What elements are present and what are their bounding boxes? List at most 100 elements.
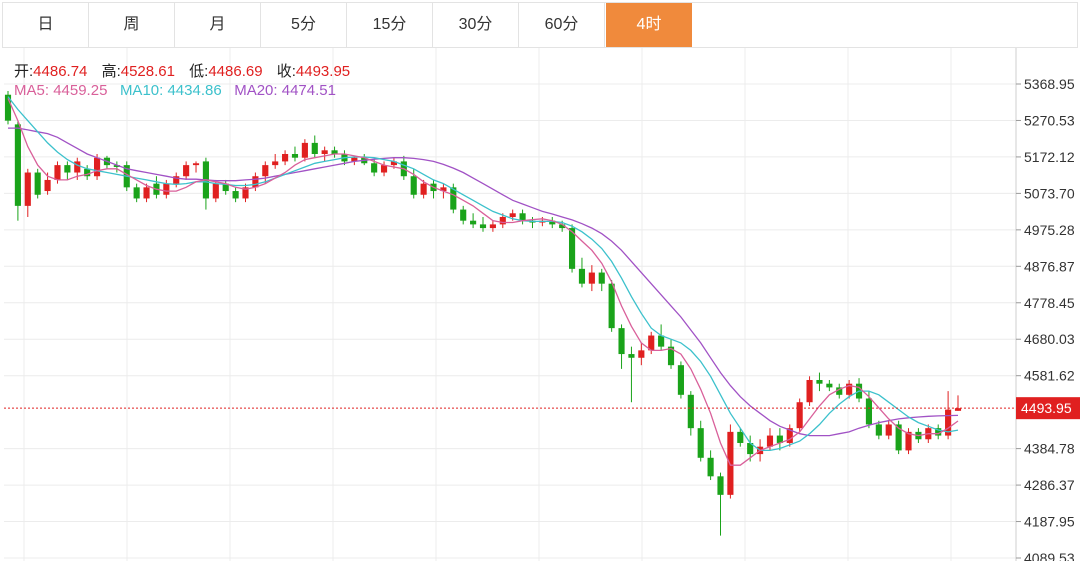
chart-grid: [4, 48, 1016, 561]
candle-85: [846, 379, 853, 399]
candle-69: [687, 391, 694, 436]
candle-47: [470, 213, 477, 229]
candle-30: [301, 139, 308, 162]
y-tick-label-10: 4286.37: [1024, 477, 1075, 493]
candle-32: [321, 146, 328, 162]
candle-38: [380, 161, 388, 177]
tab-30min[interactable]: 30分: [433, 3, 519, 47]
y-tick-label-12: 4089.53: [1024, 550, 1075, 561]
candle-58: [578, 257, 586, 288]
candle-0: [4, 91, 12, 125]
close-value: 4493.95: [295, 63, 351, 80]
candle-90: [895, 420, 902, 455]
candle-79: [786, 424, 793, 447]
tab-5min[interactable]: 5分: [261, 3, 347, 47]
tab-month[interactable]: 月: [175, 3, 261, 47]
y-tick-label-6: 4778.45: [1024, 295, 1075, 311]
candle-26: [262, 161, 269, 184]
candle-28: [282, 150, 289, 166]
candle-27: [272, 154, 279, 169]
candle-64: [638, 342, 645, 366]
y-tick-label-9: 4384.78: [1024, 441, 1075, 457]
y-tick-label-7: 4680.03: [1024, 331, 1075, 347]
ma10-value: 4434.86: [167, 82, 222, 99]
y-tick-label-11: 4187.95: [1024, 514, 1075, 530]
ma20-label: MA20: 4474.51: [234, 82, 336, 99]
candle-59: [588, 265, 595, 292]
candle-31: [311, 135, 318, 158]
tab-day[interactable]: 日: [3, 3, 89, 47]
candle-46: [460, 205, 467, 225]
ma5-label: MA5: 4459.25: [14, 82, 108, 99]
candle-61: [608, 279, 615, 332]
candle-73: [727, 424, 734, 499]
candle-89: [885, 420, 892, 440]
candle-67: [667, 339, 675, 369]
ma5-value: 4459.25: [53, 82, 108, 99]
candle-22: [222, 179, 229, 195]
ohlc-readout: 开:4486.74 高:4528.61 低:4486.69 收:4493.95: [14, 60, 360, 81]
ma10-label: MA10: 4434.86: [119, 82, 222, 99]
low-value: 4486.69: [208, 63, 263, 80]
ma5-line: [7, 98, 959, 466]
candle-11: [113, 161, 120, 173]
ma20-line: [8, 127, 959, 437]
candle-71: [707, 450, 714, 481]
candle-6: [64, 161, 71, 180]
candle-19: [192, 161, 200, 173]
close-label: 收:: [276, 63, 296, 80]
candle-42: [420, 179, 427, 199]
candle-53: [529, 216, 536, 229]
candle-13: [133, 183, 140, 203]
candle-48: [479, 216, 487, 232]
candle-74: [737, 428, 744, 447]
candle-1: [14, 120, 21, 221]
candles: [4, 91, 962, 536]
candle-81: [806, 376, 813, 406]
y-tick-label-8: 4581.62: [1024, 368, 1075, 384]
y-tick-label-3: 5073.70: [1024, 185, 1075, 201]
current-price-badge: [1016, 397, 1080, 420]
candle-37: [371, 159, 378, 177]
candle-68: [677, 361, 684, 399]
current-price-label: 4493.95: [1021, 400, 1072, 416]
tab-4hour[interactable]: 4时: [606, 3, 692, 47]
y-tick-label-4: 4975.28: [1024, 222, 1075, 238]
ma-readout: MA5: 4459.25 MA10: 4434.86 MA20: 4474.51: [14, 82, 336, 99]
period-tabs: 日 周 月 5分 15分 30分 60分 4时: [2, 2, 1078, 48]
high-value: 4528.61: [120, 63, 175, 80]
candle-25: [252, 172, 259, 192]
tab-week[interactable]: 周: [89, 3, 175, 47]
candle-20: [202, 157, 209, 210]
y-tick-label-1: 5270.53: [1024, 112, 1075, 128]
candle-94: [935, 424, 942, 440]
candle-15: [153, 176, 160, 199]
open-label: 开:: [14, 63, 34, 80]
candle-3: [34, 168, 41, 199]
ma20-value: 4474.51: [281, 82, 336, 99]
candle-8: [84, 165, 91, 180]
candle-29: [291, 146, 299, 162]
low-label: 低:: [189, 63, 209, 80]
candlestick-chart[interactable]: 5368.95 5270.53 5172.12 5073.70 4975.28 4876.…: [0, 48, 1080, 561]
candle-49: [489, 220, 496, 232]
candle-2: [24, 168, 31, 217]
ma10-line: [7, 96, 959, 452]
candle-55: [549, 216, 556, 229]
tab-15min[interactable]: 15分: [347, 3, 433, 47]
candle-80: [796, 398, 803, 432]
tab-60min[interactable]: 60分: [519, 3, 605, 47]
candle-83: [826, 379, 833, 392]
candle-52: [519, 209, 526, 225]
candle-84: [836, 383, 843, 399]
candle-14: [143, 183, 150, 203]
candle-91: [905, 428, 912, 455]
y-tick-label-5: 4876.87: [1024, 258, 1075, 274]
candle-88: [875, 420, 882, 440]
candle-66: [658, 324, 665, 351]
candle-70: [697, 420, 704, 462]
ma-lines: [7, 96, 959, 466]
candle-63: [628, 346, 635, 403]
candle-23: [232, 187, 239, 203]
candle-60: [598, 268, 605, 292]
